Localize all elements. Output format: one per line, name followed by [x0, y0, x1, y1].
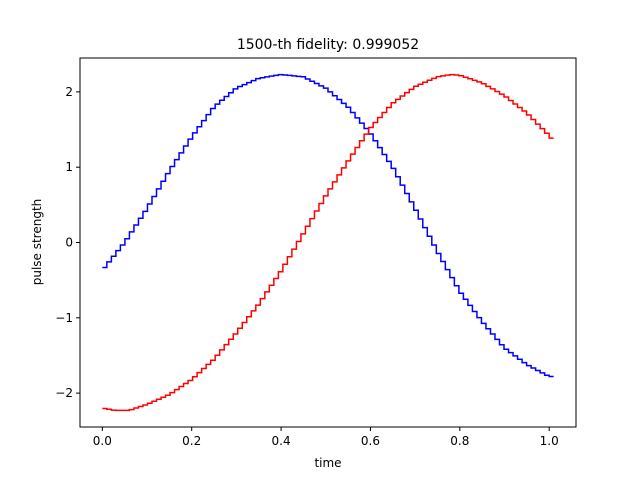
series-line-0 [102, 73, 554, 378]
x-tick-label: 0.6 [361, 434, 380, 448]
y-axis-label: pulse strength [30, 199, 44, 286]
y-tick-label: −2 [55, 386, 73, 400]
x-tick-label: 0.4 [272, 434, 291, 448]
y-ticks: −2 −1 0 1 2 [55, 85, 80, 400]
x-ticks: 0.0 0.2 0.4 0.6 0.8 1.0 [93, 427, 559, 448]
x-tick-label: 0.2 [182, 434, 201, 448]
y-tick-label: 1 [65, 160, 73, 174]
y-tick-label: 2 [65, 85, 73, 99]
y-tick-label: 0 [65, 236, 73, 250]
x-tick-label: 0.8 [450, 434, 469, 448]
series-line-1 [102, 73, 554, 412]
x-tick-label: 1.0 [540, 434, 559, 448]
x-tick-label: 0.0 [93, 434, 112, 448]
y-tick-label: −1 [55, 311, 73, 325]
series-layer [102, 73, 554, 412]
x-axis-label: time [314, 456, 341, 470]
chart-title: 1500-th fidelity: 0.999052 [237, 37, 419, 53]
